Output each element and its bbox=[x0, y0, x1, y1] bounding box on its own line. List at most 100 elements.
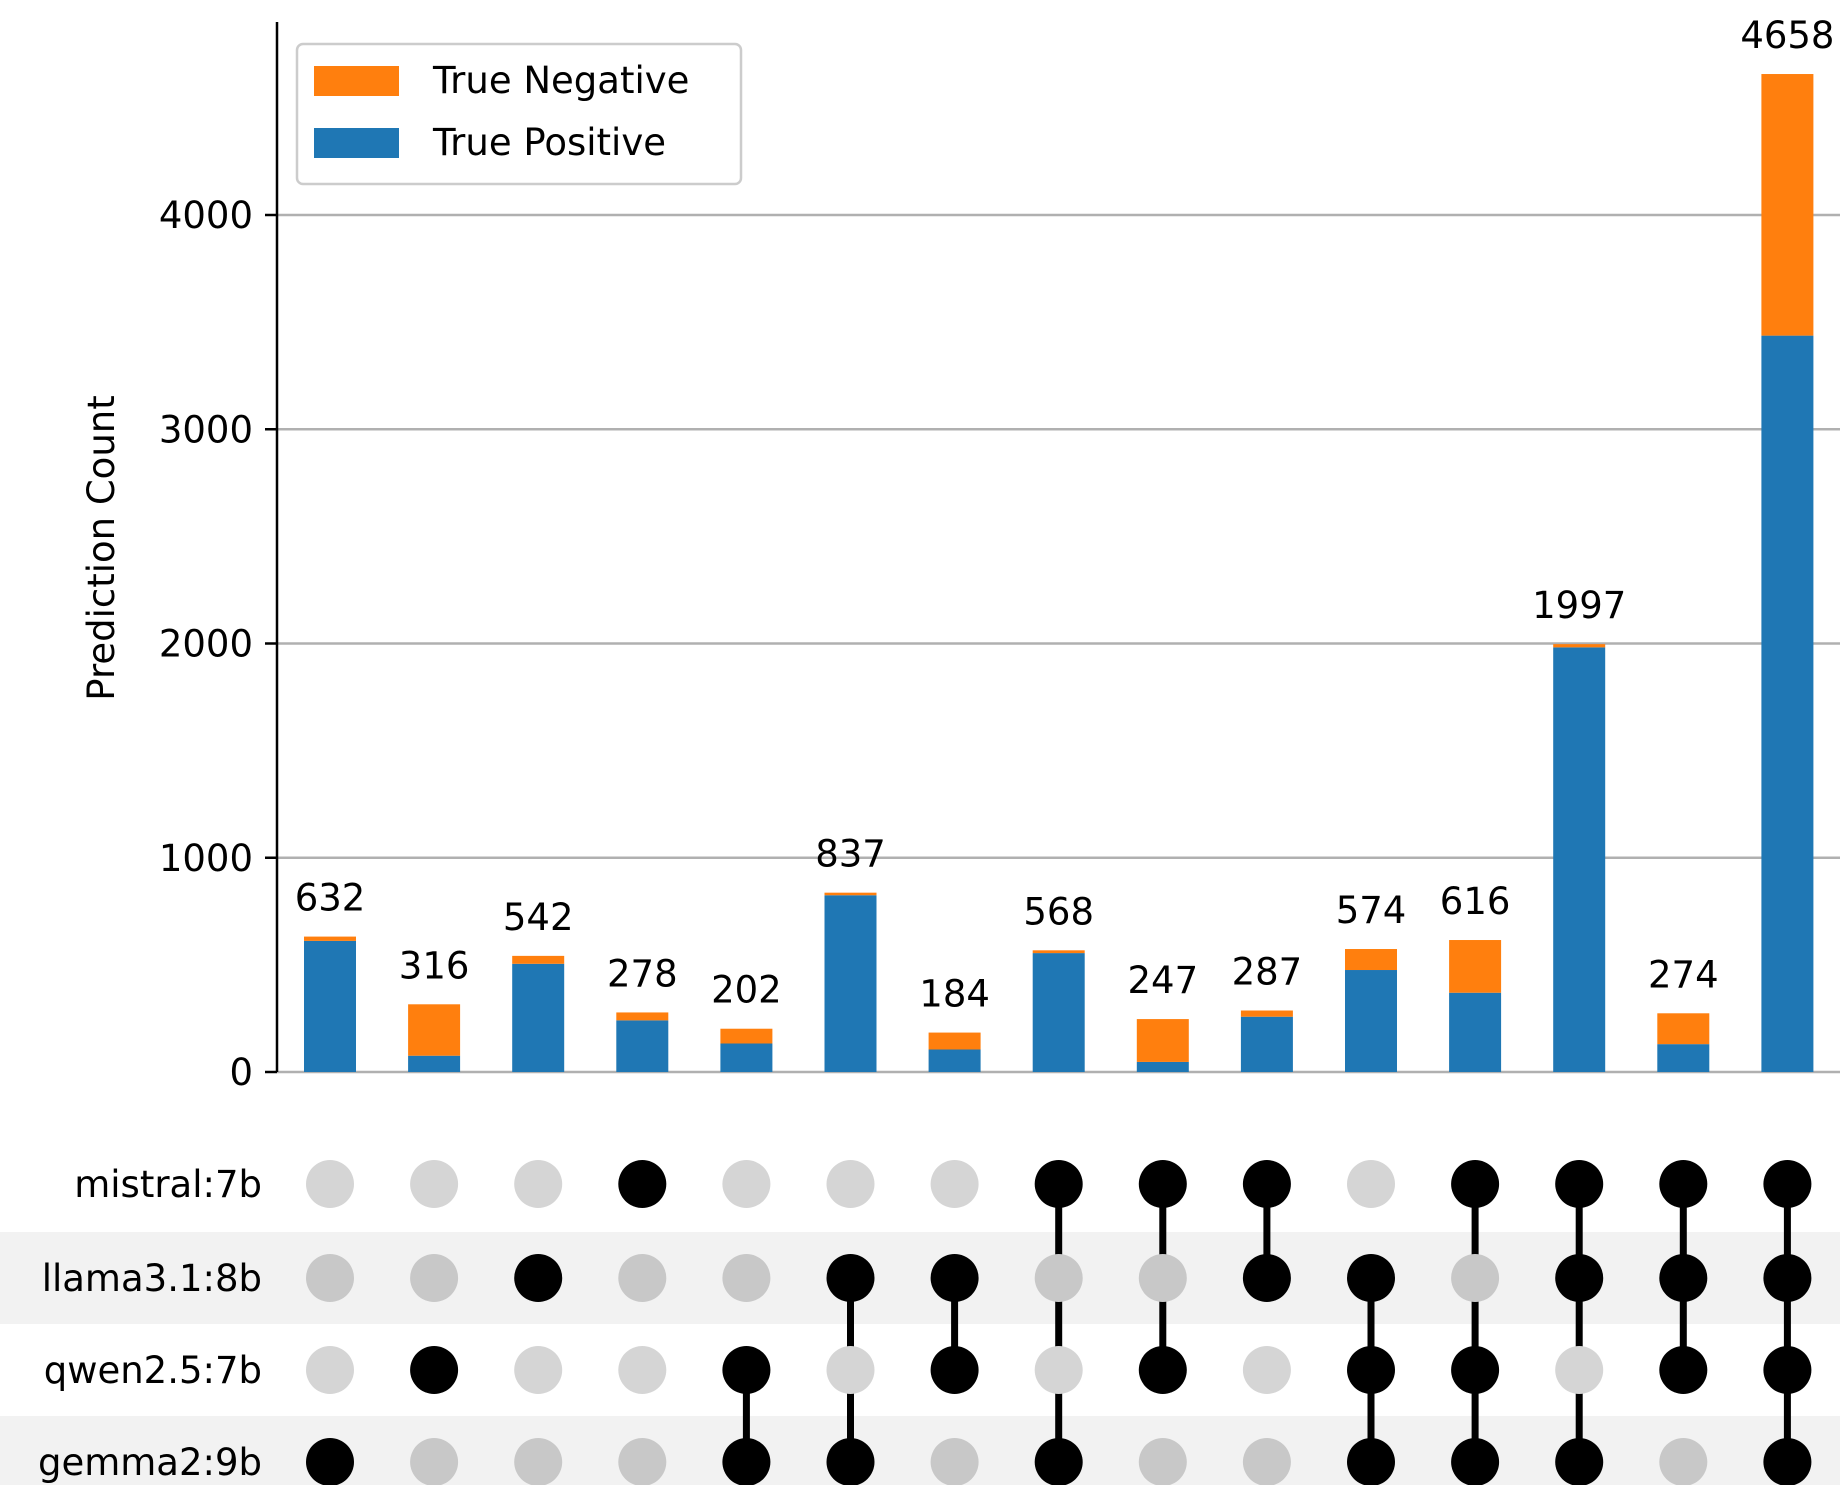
matrix-dot-14-qwen2-5-7b bbox=[1659, 1346, 1708, 1394]
matrix-dot-8-llama3-1-8b bbox=[1034, 1254, 1083, 1302]
matrix-dot-6-gemma2-9b bbox=[826, 1438, 875, 1485]
matrix-dot-8-qwen2-5-7b bbox=[1034, 1346, 1083, 1394]
set-label-mistral-7b: mistral:7b bbox=[74, 1163, 262, 1206]
bar-true-negative-6 bbox=[824, 892, 877, 896]
bar-true-negative-12 bbox=[1449, 940, 1502, 993]
matrix-dot-7-gemma2-9b bbox=[930, 1438, 979, 1485]
matrix-dot-3-mistral-7b bbox=[514, 1160, 563, 1208]
bar-value-label-4: 278 bbox=[607, 952, 678, 995]
matrix-dot-4-gemma2-9b bbox=[618, 1438, 667, 1485]
matrix-dot-5-gemma2-9b bbox=[722, 1438, 771, 1485]
bar-true-negative-1 bbox=[304, 936, 356, 941]
matrix-dot-13-llama3-1-8b bbox=[1555, 1254, 1604, 1302]
matrix-dot-7-llama3-1-8b bbox=[930, 1254, 979, 1302]
bar-true-positive-2 bbox=[408, 1055, 461, 1072]
matrix-dot-10-llama3-1-8b bbox=[1242, 1254, 1291, 1302]
matrix-dot-6-llama3-1-8b bbox=[826, 1254, 875, 1302]
matrix-dot-14-llama3-1-8b bbox=[1659, 1254, 1708, 1302]
matrix-row-bands bbox=[0, 1232, 1840, 1485]
matrix-dot-11-mistral-7b bbox=[1347, 1160, 1395, 1208]
y-axis-label: Prediction Count bbox=[80, 395, 123, 700]
matrix-dot-9-mistral-7b bbox=[1138, 1160, 1187, 1208]
bar-true-positive-3 bbox=[512, 963, 565, 1072]
matrix-dot-11-gemma2-9b bbox=[1347, 1438, 1395, 1485]
bar-true-positive-6 bbox=[824, 895, 877, 1072]
matrix-dot-3-gemma2-9b bbox=[514, 1438, 563, 1485]
bar-value-label-9: 247 bbox=[1127, 959, 1198, 1002]
matrix-dot-12-gemma2-9b bbox=[1451, 1438, 1500, 1485]
matrix-dot-6-qwen2-5-7b bbox=[826, 1346, 875, 1394]
bar-true-negative-7 bbox=[928, 1032, 981, 1050]
matrix-dot-14-gemma2-9b bbox=[1659, 1438, 1708, 1485]
legend-label-true-negative: True Negative bbox=[432, 59, 689, 102]
matrix-dot-7-qwen2-5-7b bbox=[930, 1346, 979, 1394]
bar-value-label-3: 542 bbox=[503, 896, 574, 939]
bar-true-negative-10 bbox=[1240, 1010, 1293, 1017]
bar-value-labels: 632 316 542 278 202 837 184 568 247 287 574 616 1997… bbox=[295, 14, 1835, 1016]
bar-value-label-5: 202 bbox=[711, 969, 782, 1012]
legend-label-true-positive: True Positive bbox=[432, 121, 666, 164]
matrix-dot-9-qwen2-5-7b bbox=[1138, 1346, 1187, 1394]
bar-true-positive-14 bbox=[1657, 1044, 1710, 1072]
matrix-dot-1-mistral-7b bbox=[306, 1160, 354, 1208]
y-ticks: 0 1000 2000 3000 4000 bbox=[159, 194, 277, 1094]
bar-value-label-10: 287 bbox=[1232, 951, 1303, 994]
y-gridlines bbox=[277, 213, 1840, 1074]
bar-true-positive-4 bbox=[616, 1020, 669, 1072]
matrix-dot-15-gemma2-9b bbox=[1763, 1438, 1812, 1485]
matrix-dot-9-gemma2-9b bbox=[1138, 1438, 1187, 1485]
bar-true-positive-12 bbox=[1449, 992, 1502, 1072]
bar-true-positive-15 bbox=[1761, 335, 1814, 1072]
matrix-dot-13-mistral-7b bbox=[1555, 1160, 1604, 1208]
bar-value-label-12: 616 bbox=[1440, 880, 1511, 923]
matrix-dot-15-qwen2-5-7b bbox=[1763, 1346, 1812, 1394]
matrix-dot-2-qwen2-5-7b bbox=[410, 1346, 459, 1394]
set-label-qwen2-5-7b: qwen2.5:7b bbox=[44, 1349, 262, 1392]
y-tick-label-2000: 2000 bbox=[159, 623, 253, 666]
y-axis: 0 1000 2000 3000 4000 Prediction Count bbox=[80, 22, 279, 1094]
bar-true-positive-1 bbox=[304, 940, 356, 1072]
matrix-dot-11-llama3-1-8b bbox=[1347, 1254, 1395, 1302]
matrix-dot-3-llama3-1-8b bbox=[514, 1254, 563, 1302]
bar-value-label-6: 837 bbox=[815, 833, 886, 876]
bar-true-negative-11 bbox=[1345, 949, 1397, 971]
y-tick-label-4000: 4000 bbox=[159, 194, 253, 237]
bar-true-positive-11 bbox=[1345, 970, 1397, 1072]
legend-swatch-true-positive bbox=[314, 128, 399, 158]
bar-true-negative-2 bbox=[408, 1004, 461, 1056]
matrix-dot-7-mistral-7b bbox=[930, 1160, 979, 1208]
bar-true-positive-10 bbox=[1240, 1016, 1293, 1072]
intersection-matrix bbox=[306, 1160, 1812, 1485]
bar-value-label-2: 316 bbox=[399, 944, 470, 987]
y-tick-label-0: 0 bbox=[229, 1051, 253, 1094]
bar-true-positive-8 bbox=[1032, 953, 1085, 1072]
matrix-dot-2-llama3-1-8b bbox=[410, 1254, 459, 1302]
matrix-dot-12-mistral-7b bbox=[1451, 1160, 1500, 1208]
matrix-dot-5-mistral-7b bbox=[722, 1160, 771, 1208]
matrix-dot-13-qwen2-5-7b bbox=[1555, 1346, 1604, 1394]
matrix-dot-8-mistral-7b bbox=[1034, 1160, 1083, 1208]
matrix-dot-4-mistral-7b bbox=[618, 1160, 667, 1208]
matrix-row-band-gemma2-9b bbox=[0, 1416, 1840, 1485]
matrix-dot-1-llama3-1-8b bbox=[306, 1254, 354, 1302]
matrix-dot-13-gemma2-9b bbox=[1555, 1438, 1604, 1485]
bar-true-positive-13 bbox=[1553, 647, 1606, 1072]
matrix-dot-4-llama3-1-8b bbox=[618, 1254, 667, 1302]
matrix-dot-12-qwen2-5-7b bbox=[1451, 1346, 1500, 1394]
matrix-dot-2-gemma2-9b bbox=[410, 1438, 459, 1485]
bar-true-negative-14 bbox=[1657, 1013, 1710, 1045]
y-tick-label-3000: 3000 bbox=[159, 408, 253, 451]
set-labels: mistral:7b llama3.1:8b qwen2.5:7b gemma2:9b bbox=[38, 1163, 262, 1484]
legend: True Negative True Positive bbox=[295, 42, 743, 186]
matrix-dot-5-qwen2-5-7b bbox=[722, 1346, 771, 1394]
y-tick-label-1000: 1000 bbox=[159, 837, 253, 880]
bar-true-negative-8 bbox=[1032, 950, 1085, 954]
matrix-dot-10-qwen2-5-7b bbox=[1242, 1346, 1291, 1394]
bar-value-label-15: 4658 bbox=[1740, 14, 1834, 57]
matrix-dot-12-llama3-1-8b bbox=[1451, 1254, 1500, 1302]
matrix-dot-6-mistral-7b bbox=[826, 1160, 875, 1208]
bar-value-label-8: 568 bbox=[1023, 890, 1094, 933]
matrix-dot-4-qwen2-5-7b bbox=[618, 1346, 667, 1394]
set-label-gemma2-9b: gemma2:9b bbox=[38, 1441, 262, 1484]
bars bbox=[304, 74, 1814, 1072]
